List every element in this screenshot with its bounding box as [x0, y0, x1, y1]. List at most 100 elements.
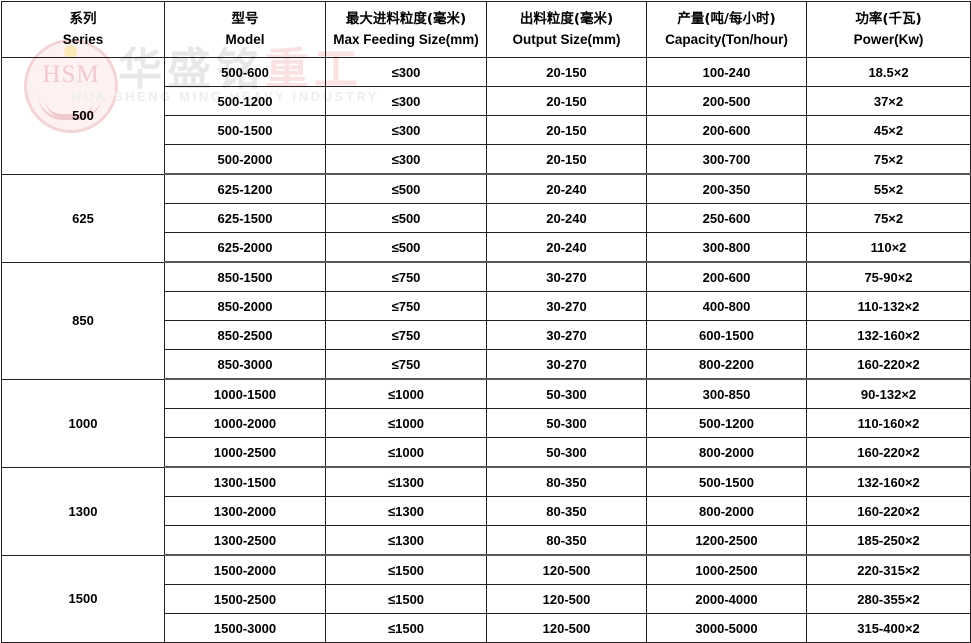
cell-max-feeding-size: ≤300	[325, 115, 487, 145]
cell-max-feeding-size: ≤1000	[325, 408, 487, 438]
cell-output-size: 30-270	[486, 261, 647, 292]
cell-series: 1300	[1, 466, 165, 556]
cell-power: 110×2	[806, 232, 971, 263]
cell-output-size: 30-270	[486, 349, 647, 380]
cell-model: 850-2000	[164, 291, 326, 321]
table-header: 系列 Series 型号 Model 最大进料粒度(毫米) Max Feedin…	[1, 1, 971, 58]
cell-max-feeding-size: ≤1300	[325, 496, 487, 526]
table-row: 625-1500 ≤500 20-240 250-600 75×2	[2, 203, 971, 233]
table-row: 500 500-600 ≤300 20-150 100-240 18.5×2	[1, 57, 971, 175]
cell-capacity: 200-350	[646, 173, 807, 204]
header-power-cn: 功率(千瓦)	[855, 10, 922, 27]
cell-power: 160-220×2	[806, 437, 971, 468]
cell-max-feeding-size: ≤1300	[325, 466, 487, 497]
cell-model: 1500-2500	[164, 584, 326, 614]
cell-max-feeding-size: ≤500	[325, 173, 487, 204]
cell-capacity: 200-600	[646, 261, 807, 292]
table-row: 500-2000 ≤300 20-150 300-700 75×2	[2, 144, 971, 175]
cell-power: 75×2	[806, 203, 971, 233]
header-output-size: 出料粒度(毫米) Output Size(mm)	[486, 1, 647, 58]
header-model-cn: 型号	[231, 10, 259, 27]
cell-capacity: 400-800	[646, 291, 807, 321]
cell-model: 1000-2500	[164, 437, 326, 468]
table-row: 1000-2000 ≤1000 50-300 500-1200 110-160×2	[2, 408, 971, 438]
cell-model: 1300-2500	[164, 525, 326, 556]
table-row: 1300-2000 ≤1300 80-350 800-2000 160-220×2	[2, 496, 971, 526]
cell-power: 45×2	[806, 115, 971, 145]
cell-capacity: 300-800	[646, 232, 807, 263]
cell-model: 1500-2000	[164, 554, 326, 585]
cell-power: 110-132×2	[806, 291, 971, 321]
cell-output-size: 20-240	[486, 203, 647, 233]
cell-capacity: 1200-2500	[646, 525, 807, 556]
cell-capacity: 800-2200	[646, 349, 807, 380]
cell-capacity: 300-700	[646, 144, 807, 175]
cell-output-size: 50-300	[486, 378, 647, 409]
cell-power: 280-355×2	[806, 584, 971, 614]
cell-power: 18.5×2	[806, 57, 971, 87]
cell-output-size: 80-350	[486, 496, 647, 526]
cell-model: 1300-1500	[164, 466, 326, 497]
cell-power: 90-132×2	[806, 378, 971, 409]
header-series: 系列 Series	[1, 1, 165, 58]
header-max-feeding-size: 最大进料粒度(毫米) Max Feeding Size(mm)	[325, 1, 487, 58]
cell-model: 500-1200	[164, 86, 326, 116]
cell-model: 500-600	[164, 57, 326, 87]
cell-output-size: 20-240	[486, 232, 647, 263]
table-row: 1500 1500-2000 ≤1500 120-500 1000-2500 220-31…	[1, 554, 971, 643]
cell-output-size: 80-350	[486, 466, 647, 497]
cell-output-size: 20-150	[486, 115, 647, 145]
cell-series: 1000	[1, 378, 165, 468]
cell-output-size: 50-300	[486, 437, 647, 468]
cell-model: 1000-1500	[164, 378, 326, 409]
cell-output-size: 120-500	[486, 584, 647, 614]
cell-model: 1500-3000	[164, 613, 326, 643]
cell-series: 625	[1, 173, 165, 263]
cell-power: 75×2	[806, 144, 971, 175]
cell-power: 160-220×2	[806, 349, 971, 380]
cell-max-feeding-size: ≤750	[325, 261, 487, 292]
cell-capacity: 2000-4000	[646, 584, 807, 614]
cell-output-size: 120-500	[486, 554, 647, 585]
header-capacity: 产量(吨/每小时) Capacity(Ton/hour)	[646, 1, 807, 58]
cell-output-size: 20-240	[486, 173, 647, 204]
cell-capacity: 200-500	[646, 86, 807, 116]
table-row: 1300-2500 ≤1300 80-350 1200-2500 185-250×2	[2, 525, 971, 556]
cell-power: 132-160×2	[806, 466, 971, 497]
header-row: 系列 Series 型号 Model 最大进料粒度(毫米) Max Feedin…	[1, 1, 971, 58]
table-row: 1300 1300-1500 ≤1300 80-350 500-1500 132-160×…	[1, 466, 971, 556]
header-model: 型号 Model	[164, 1, 326, 58]
cell-power: 110-160×2	[806, 408, 971, 438]
cell-output-size: 80-350	[486, 525, 647, 556]
cell-series: 850	[1, 261, 165, 380]
cell-capacity: 3000-5000	[646, 613, 807, 643]
header-capacity-en: Capacity(Ton/hour)	[665, 31, 788, 47]
table-row: 850-2000 ≤750 30-270 400-800 110-132×2	[2, 291, 971, 321]
cell-output-size: 20-150	[486, 86, 647, 116]
cell-output-size: 20-150	[486, 144, 647, 175]
header-capacity-cn: 产量(吨/每小时)	[677, 10, 776, 27]
cell-power: 75-90×2	[806, 261, 971, 292]
cell-power: 37×2	[806, 86, 971, 116]
cell-capacity: 500-1200	[646, 408, 807, 438]
cell-power: 132-160×2	[806, 320, 971, 350]
cell-max-feeding-size: ≤1500	[325, 554, 487, 585]
header-output-cn: 出料粒度(毫米)	[519, 10, 614, 27]
cell-capacity: 100-240	[646, 57, 807, 87]
cell-max-feeding-size: ≤1500	[325, 613, 487, 643]
cell-power: 185-250×2	[806, 525, 971, 556]
cell-series: 500	[1, 57, 165, 175]
table-row: 850-3000 ≤750 30-270 800-2200 160-220×2	[2, 349, 971, 380]
cell-capacity: 600-1500	[646, 320, 807, 350]
cell-output-size: 20-150	[486, 57, 647, 87]
cell-capacity: 800-2000	[646, 437, 807, 468]
cell-power: 160-220×2	[806, 496, 971, 526]
cell-output-size: 30-270	[486, 320, 647, 350]
cell-power: 55×2	[806, 173, 971, 204]
cell-capacity: 300-850	[646, 378, 807, 409]
cell-max-feeding-size: ≤1300	[325, 525, 487, 556]
cell-capacity: 800-2000	[646, 496, 807, 526]
cell-max-feeding-size: ≤750	[325, 320, 487, 350]
